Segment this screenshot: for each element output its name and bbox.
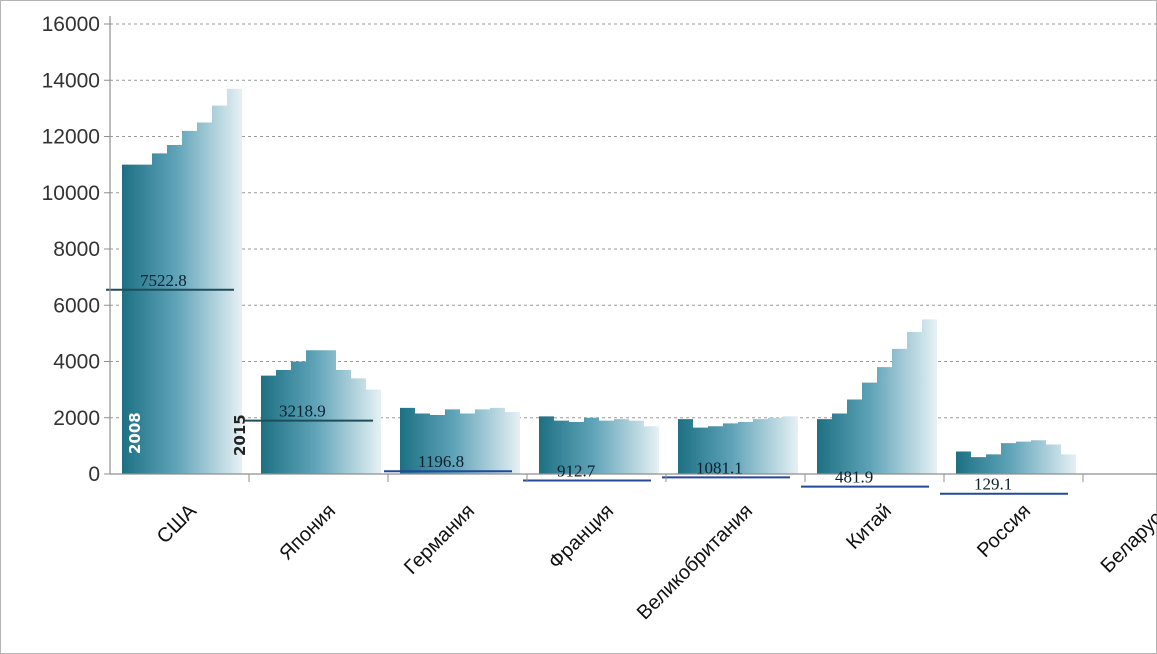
bar-6 [956,440,1076,474]
bar-segment [892,349,907,474]
avg-value-label: 1196.8 [418,452,464,471]
bar-segment [1016,442,1031,474]
bar-segment [768,418,783,474]
y-tick-label: 2000 [53,407,100,430]
avg-value-label: 7522.8 [140,271,187,290]
bar-segment [1031,440,1046,474]
bar-segment [276,370,291,474]
bar-segment [539,416,554,474]
bar-segment [817,419,832,474]
bar-segment [490,408,505,474]
axis-layer [104,16,1157,482]
bar-segment [629,421,644,474]
bars-layer [122,88,1076,475]
bar-segment [971,457,986,474]
bar-segment [167,145,182,474]
y-tick-label: 14000 [42,69,100,92]
bar-segment [400,408,415,474]
bar-segment [862,383,877,474]
bar-segment [986,454,1001,474]
bar-segment [753,419,768,474]
bar-segment [832,414,847,474]
bar-0 [122,88,242,474]
y-tick-label: 6000 [53,294,100,317]
bar-5 [817,319,937,474]
avg-value-label: 1081.1 [696,458,743,477]
bar-segment [847,399,862,474]
bar-segment [366,390,381,474]
year-end-label: 2015 [231,414,249,456]
bar-segment [956,452,971,475]
avg-value-label: 129.1 [974,475,1012,494]
bar-segment [644,426,659,474]
y-tick-label: 4000 [53,351,100,374]
avg-layer [106,288,1068,495]
bar-segment [505,412,520,474]
y-tick-label: 16000 [42,13,100,36]
bar-segment [152,153,167,474]
bar-segment [678,419,693,474]
bar-1 [261,350,381,474]
bar-segment [182,131,197,474]
bar-segment [1001,443,1016,474]
bar-2 [400,407,520,474]
bar-segment [336,370,351,474]
bar-segment [877,367,892,474]
avg-value-label: 481.9 [835,468,873,487]
y-tick-label: 12000 [42,126,100,149]
avg-value-label: 3218.9 [279,402,326,421]
bar-segment [599,421,614,474]
year-start-label: 2008 [126,412,144,454]
y-tick-label: 0 [88,463,100,486]
bar-segment [475,409,490,474]
bar-segment [1046,444,1061,474]
bar-segment [197,122,212,474]
avg-value-label: 912.7 [557,461,596,480]
bar-3 [539,416,659,474]
bar-segment [1061,454,1076,474]
bar-4 [678,416,798,474]
y-tick-label: 8000 [53,238,100,261]
bar-segment [351,378,366,474]
bar-segment [261,376,276,474]
bar-segment [783,416,798,474]
bar-segment [614,419,629,474]
y-tick-label: 10000 [42,182,100,205]
bar-segment [907,332,922,474]
bar-segment [922,319,937,474]
